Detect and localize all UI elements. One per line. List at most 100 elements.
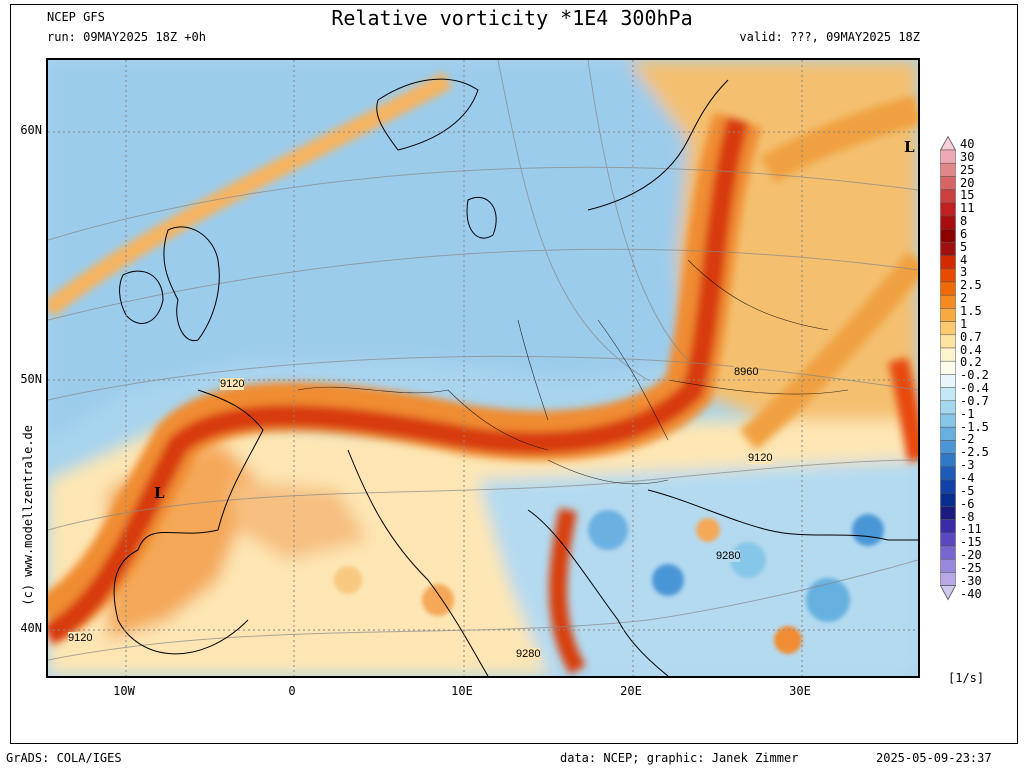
colorbar-swatch <box>940 308 956 322</box>
colorbar-swatch <box>940 321 956 336</box>
low-pressure-marker: L <box>904 138 915 156</box>
colorbar-level-label: -11 <box>960 522 982 537</box>
colorbar-swatch <box>940 453 956 468</box>
colorbar-swatch <box>940 426 956 441</box>
colorbar-swatch <box>940 228 956 243</box>
colorbar-swatch <box>940 202 956 217</box>
colorbar-level-label: 4 <box>960 252 968 267</box>
vorticity-field <box>48 60 918 676</box>
colorbar-level-label: 40 <box>960 137 975 151</box>
colorbar-level-label: -4 <box>960 470 975 485</box>
pressure-label: 8960 <box>734 366 759 378</box>
figure-frame <box>10 4 1018 744</box>
colorbar-swatch <box>940 413 956 428</box>
colorbar-swatch <box>940 387 956 402</box>
colorbar-swatch <box>940 347 956 362</box>
pressure-label: 9120 <box>748 452 773 464</box>
lon-label: 0 <box>288 684 296 698</box>
colorbar-level-label: 8 <box>960 214 968 229</box>
country-borders <box>297 259 849 485</box>
valid-time: valid: ???, 09MAY2025 18Z <box>739 30 920 44</box>
colorbar-swatch <box>940 242 956 256</box>
colorbar-level-label: -20 <box>960 548 982 563</box>
colorbar-swatch <box>940 440 956 454</box>
vorticity-map: 9120 8960 9120 9280 9280 9120 L L <box>46 58 920 678</box>
colorbar-swatch <box>940 572 956 586</box>
colorbar-swatch <box>940 479 956 494</box>
colorbar-level-label: 6 <box>960 226 968 241</box>
colorbar-swatch <box>940 334 956 349</box>
colorbar-level-label: 3 <box>960 265 968 280</box>
colorbar-swatch <box>940 492 956 507</box>
pressure-label: 9120 <box>220 378 245 390</box>
colorbar-level-label: -6 <box>960 496 975 511</box>
lat-label: 60N <box>20 123 42 137</box>
colorbar-level-label: 2 <box>960 291 968 306</box>
colorbar-level-label: -1 <box>960 406 975 421</box>
run-time: run: 09MAY2025 18Z +0h <box>47 30 206 44</box>
colorbar-swatch <box>940 268 956 283</box>
colorbar-level-label: 1 <box>960 316 968 331</box>
colorbar-level-label: -2 <box>960 432 975 447</box>
map-title: Relative vorticity *1E4 300hPa <box>331 6 693 30</box>
lon-label: 10E <box>451 684 473 698</box>
lon-label: 10W <box>113 684 135 698</box>
colorbar-swatch <box>940 162 956 177</box>
colorbar-level-label: -30 <box>960 573 982 588</box>
colorbar-swatch <box>940 215 956 230</box>
colorbar-level-label: -40 <box>960 586 982 601</box>
colorbar-swatch <box>940 281 956 296</box>
colorbar-top-arrow <box>940 136 956 151</box>
lat-lon-grid <box>48 60 918 676</box>
colorbar-level-label: -8 <box>960 509 975 524</box>
colorbar-level-label: 0.7 <box>960 329 982 344</box>
colorbar-swatch <box>940 400 956 415</box>
colorbar-level-label: -0.7 <box>960 393 989 408</box>
colorbar-level-label: -2.5 <box>960 445 989 460</box>
colorbar-swatch <box>940 374 956 388</box>
lon-label: 30E <box>789 684 811 698</box>
timestamp: 2025-05-09-23:37 <box>876 751 992 765</box>
geopotential-contours <box>48 60 918 661</box>
colorbar-level-label: -0.4 <box>960 381 989 396</box>
colorbar-level-label: 11 <box>960 201 975 216</box>
lon-label: 20E <box>620 684 642 698</box>
colorbar-level-label: 20 <box>960 175 975 190</box>
colorbar-level-label: -15 <box>960 535 982 550</box>
colorbar-level-label: 2.5 <box>960 278 982 293</box>
pressure-label: 9280 <box>716 550 741 562</box>
lat-label: 40N <box>20 621 42 635</box>
colorbar-swatch <box>940 532 956 547</box>
colorbar-swatch <box>940 149 956 164</box>
colorbar-level-label: -3 <box>960 458 975 473</box>
colorbar-swatch <box>940 189 956 204</box>
data-credit: data: NCEP; graphic: Janek Zimmer <box>560 751 799 765</box>
grads-credit: GrADS: COLA/IGES <box>6 751 122 765</box>
colorbar-swatch <box>940 176 956 190</box>
colorbar-swatch <box>940 466 956 481</box>
colorbar-swatch <box>940 360 956 375</box>
colorbar-level-label: 0.2 <box>960 355 982 370</box>
pressure-label: 9120 <box>68 632 93 644</box>
colorbar-level-label: 30 <box>960 149 975 164</box>
model-name: NCEP GFS <box>47 10 105 24</box>
lat-label: 50N <box>20 372 42 386</box>
copyright-label: (c) www.modellzentrale.de <box>21 425 35 606</box>
colorbar-level-label: 0.4 <box>960 342 982 357</box>
colorbar-swatch <box>940 519 956 534</box>
colorbar <box>940 136 956 601</box>
colorbar-level-label: 5 <box>960 239 968 254</box>
colorbar-level-label: -1.5 <box>960 419 989 434</box>
colorbar-swatch <box>940 255 956 270</box>
coastlines <box>113 78 918 676</box>
colorbar-level-label: -25 <box>960 560 982 575</box>
colorbar-level-label: -5 <box>960 483 975 498</box>
colorbar-bottom-arrow <box>940 585 956 601</box>
colorbar-swatch <box>940 558 956 573</box>
colorbar-swatch <box>940 545 956 560</box>
pressure-label: 9280 <box>516 648 541 660</box>
colorbar-level-label: 1.5 <box>960 303 982 318</box>
colorbar-swatch <box>940 294 956 309</box>
colorbar-level-label: 15 <box>960 188 975 203</box>
colorbar-level-label: 25 <box>960 162 975 177</box>
